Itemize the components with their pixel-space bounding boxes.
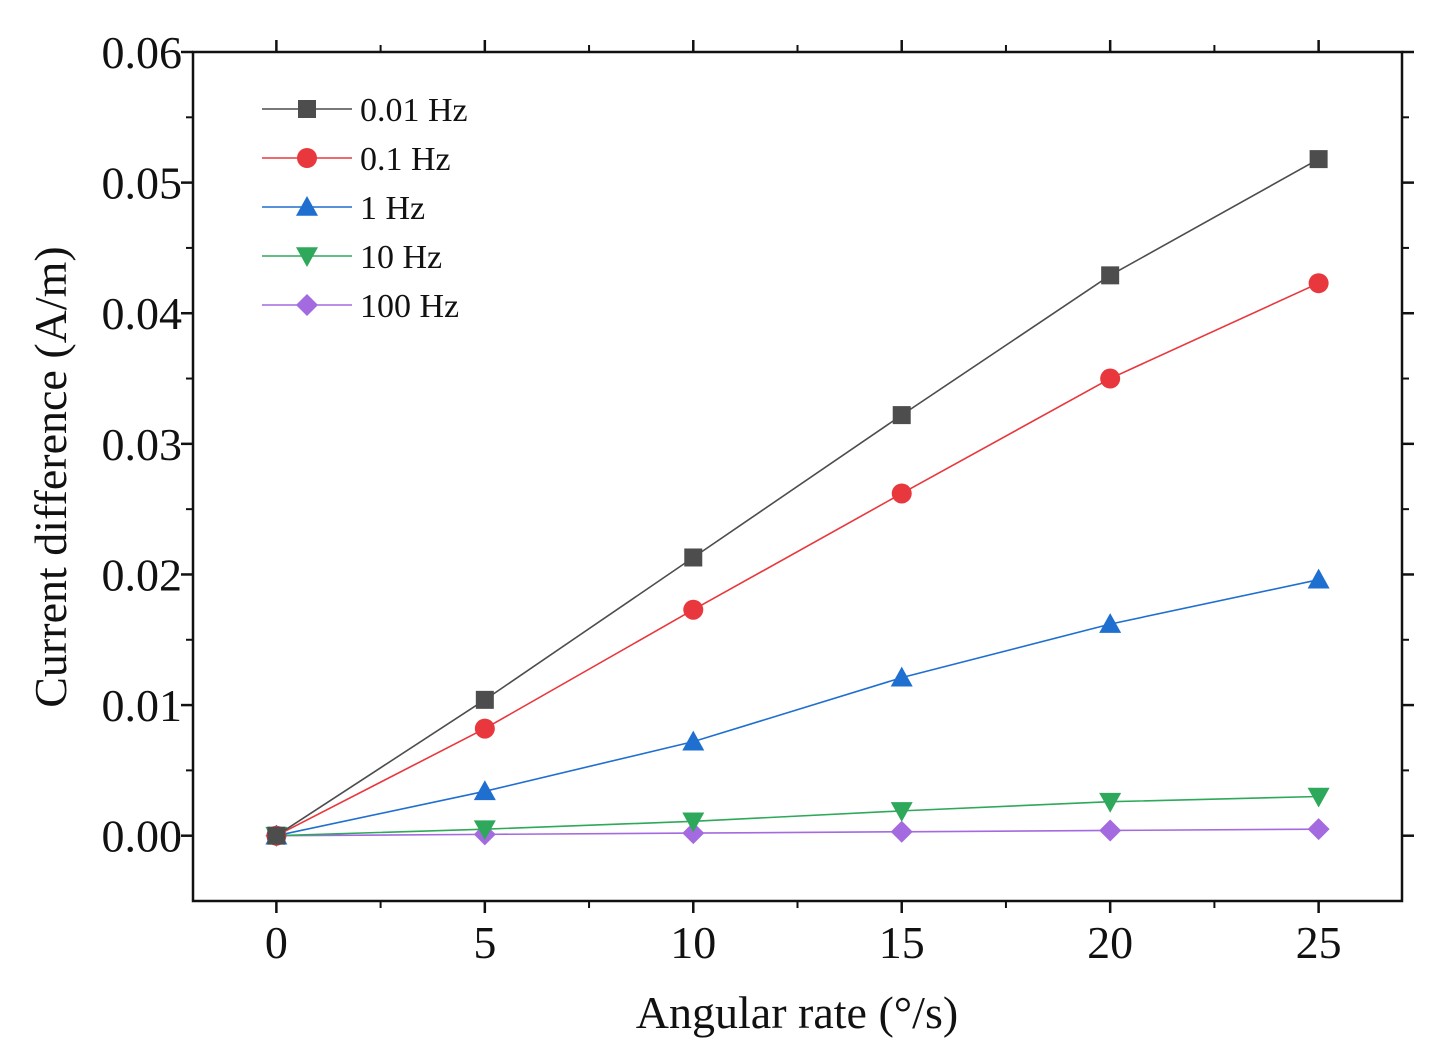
y-tick-label: 0.05 — [102, 158, 183, 209]
plot-frame — [191, 50, 1404, 903]
data-point — [892, 406, 911, 425]
y-tick-label: 0.04 — [102, 288, 183, 339]
legend-label: 1 Hz — [360, 190, 425, 227]
data-point — [682, 822, 705, 845]
data-point — [473, 780, 496, 801]
data-point — [683, 599, 704, 620]
y-axis-title: Current difference (A/m) — [25, 246, 76, 708]
data-point — [1101, 266, 1120, 285]
data-point — [1308, 273, 1329, 294]
legend-marker — [296, 294, 318, 316]
y-tick-label: 0.00 — [102, 811, 183, 862]
legend-label: 100 Hz — [360, 288, 459, 325]
x-tick-label: 15 — [879, 917, 925, 968]
series-line — [275, 158, 1320, 837]
x-tick-label: 10 — [670, 917, 716, 968]
data-point — [1099, 613, 1122, 633]
data-point — [1307, 818, 1330, 841]
series-line — [276, 828, 1319, 837]
data-point — [1099, 819, 1122, 842]
series-line — [276, 795, 1319, 837]
legend-marker — [296, 196, 318, 216]
x-tick-label: 25 — [1296, 917, 1342, 968]
data-point — [1309, 150, 1328, 169]
plot-area: 0 5 10 15 20 25 0.00 0.01 0.02 0.03 0.04 0.05 0.06 — [102, 27, 1414, 968]
data-point — [473, 820, 496, 841]
x-tick-label: 0 — [265, 917, 288, 968]
data-point — [1100, 368, 1121, 389]
data-point — [890, 802, 913, 822]
series-line — [276, 578, 1319, 837]
legend-label: 10 Hz — [360, 239, 442, 276]
legend-label: 0.01 Hz — [360, 92, 468, 129]
x-axis-title: Angular rate (°/s) — [636, 987, 958, 1038]
legend-marker — [297, 148, 317, 168]
x-tick-label: 20 — [1087, 917, 1133, 968]
legend-marker — [296, 247, 318, 267]
data-point — [1307, 568, 1330, 589]
y-tick-label: 0.02 — [102, 549, 183, 600]
data-point — [1307, 787, 1330, 808]
legend-label: 0.1 Hz — [360, 141, 451, 178]
data-point — [1099, 792, 1122, 813]
y-tick-label: 0.03 — [102, 419, 183, 470]
data-point — [890, 820, 913, 843]
data-point — [475, 690, 494, 709]
y-tick-label: 0.06 — [102, 27, 183, 78]
legend: 0.01 Hz 0.1 Hz 1 Hz 10 Hz 100 Hz — [262, 92, 468, 325]
x-tick-label: 5 — [473, 917, 496, 968]
data-point — [474, 718, 495, 739]
series-line — [276, 282, 1319, 837]
y-tick-label: 0.01 — [102, 680, 183, 731]
legend-marker — [298, 100, 316, 118]
data-point — [682, 812, 705, 833]
data-point — [267, 826, 286, 845]
data-point — [682, 730, 705, 751]
data-point — [890, 666, 913, 687]
data-point — [684, 548, 703, 567]
data-point — [891, 483, 912, 504]
